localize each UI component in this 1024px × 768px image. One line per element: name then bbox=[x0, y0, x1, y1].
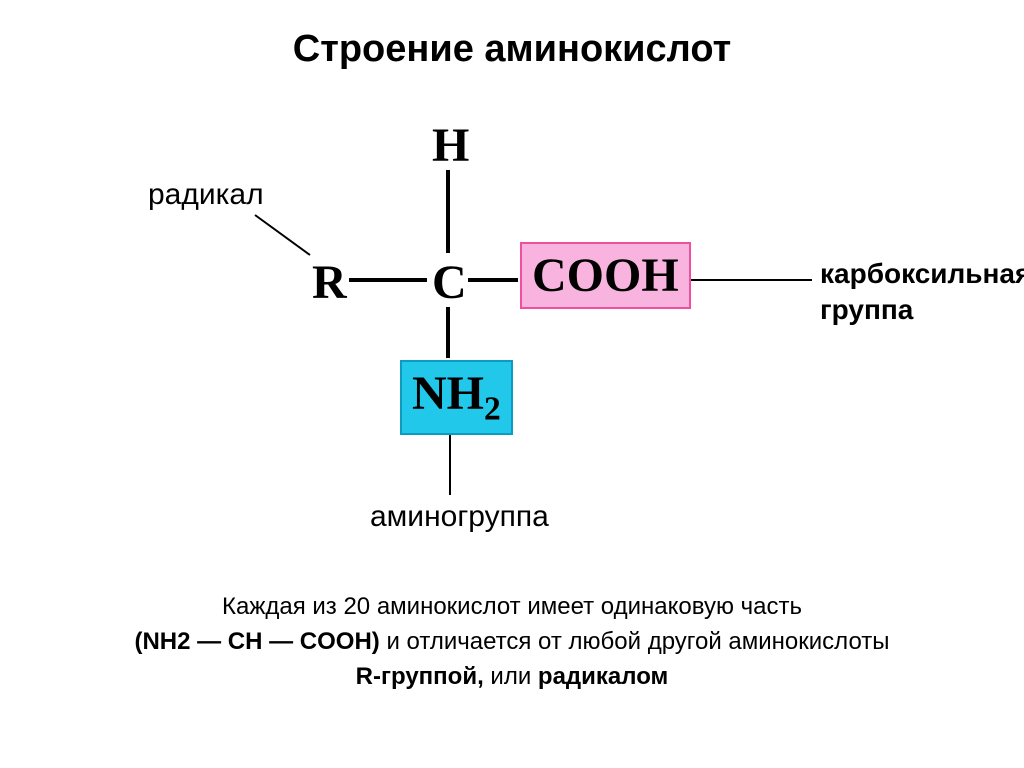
caption-line1: Каждая из 20 аминокислот имеет одинакову… bbox=[222, 593, 802, 620]
atom-c: C bbox=[432, 255, 467, 310]
caption-block: Каждая из 20 аминокислот имеет одинакову… bbox=[0, 590, 1024, 694]
page: Строение аминокислот H R C COOH NH2 ради… bbox=[0, 0, 1024, 768]
label-radical: радикал bbox=[148, 178, 264, 212]
caption-line3b: или bbox=[484, 663, 538, 690]
label-amino: аминогруппа bbox=[370, 500, 549, 534]
caption-line3a: R-группой, bbox=[356, 663, 484, 690]
atom-r: R bbox=[312, 255, 347, 310]
atom-h: H bbox=[432, 118, 469, 173]
atom-cooh: COOH bbox=[520, 242, 691, 309]
caption-line3c: радикалом bbox=[538, 663, 668, 690]
atom-nh2: NH2 bbox=[400, 360, 513, 435]
caption-line2-bold: (NH2 — CH — COOH) bbox=[134, 628, 379, 655]
caption-line2-rest: и отличается от любой другой аминокислот… bbox=[380, 628, 890, 655]
label-carboxyl-1: карбоксильная bbox=[820, 258, 1024, 290]
page-title: Строение аминокислот bbox=[0, 28, 1024, 71]
label-carboxyl-2: группа bbox=[820, 294, 913, 326]
